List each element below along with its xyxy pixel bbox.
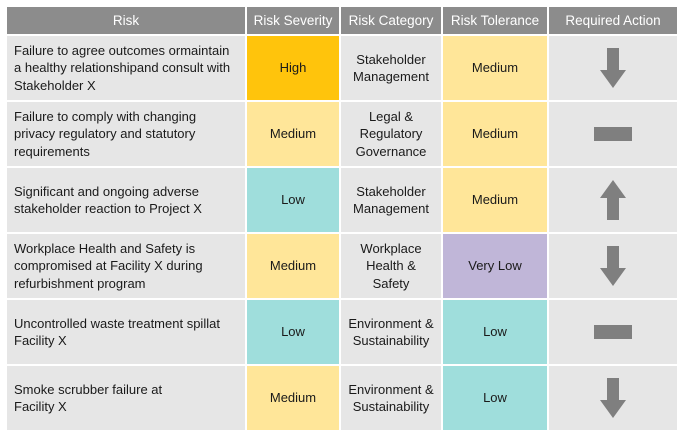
risk-description: Workplace Health and Safety is compromise… bbox=[7, 234, 245, 298]
risk-severity: Low bbox=[247, 168, 339, 232]
category-line: Safety bbox=[372, 275, 410, 291]
risk-category: Environment & Sustainability bbox=[341, 300, 441, 364]
risk-tolerance: Medium bbox=[443, 36, 547, 100]
risk-severity: Low bbox=[247, 300, 339, 364]
risk-description: Significant and ongoing adverse stakehold… bbox=[7, 168, 245, 232]
risk-line: Significant and ongoing adverse bbox=[14, 183, 200, 199]
table-row: Significant and ongoing adverse stakehold… bbox=[7, 168, 677, 232]
risk-tolerance: Low bbox=[443, 300, 547, 364]
risk-category: Workplace Health & Safety bbox=[341, 234, 441, 298]
risk-line: Stakeholder X bbox=[14, 77, 96, 93]
table-row: Failure to agree outcomes ormaintain a he… bbox=[7, 36, 677, 100]
risk-line: Workplace Health and Safety is bbox=[14, 240, 196, 256]
risk-line: compromised at Facility X during bbox=[14, 258, 203, 274]
header-required-action: Required Action bbox=[549, 7, 677, 34]
header-risk: Risk bbox=[7, 7, 245, 34]
required-action bbox=[549, 366, 677, 430]
category-line: Stakeholder bbox=[356, 51, 426, 67]
header-risk-severity: Risk Severity bbox=[247, 7, 339, 34]
category-line: Sustainability bbox=[352, 399, 430, 414]
dash-icon bbox=[549, 300, 677, 364]
risk-severity: Medium bbox=[247, 102, 339, 166]
risk-category: Stakeholder Management bbox=[341, 36, 441, 100]
category-line: Management bbox=[353, 201, 429, 216]
risk-line: Uncontrolled waste treatment spillat bbox=[14, 315, 220, 331]
header-row: Risk Risk Severity Risk Category Risk To… bbox=[7, 7, 677, 34]
risk-severity: High bbox=[247, 36, 339, 100]
category-line: Regulatory bbox=[359, 126, 423, 142]
table-row: Smoke scrubber failure at Facility X Mediu… bbox=[7, 366, 677, 430]
risk-category: Legal & Regulatory Governance bbox=[341, 102, 441, 166]
risk-line: Failure to agree outcomes ormaintain bbox=[14, 42, 230, 58]
risk-tolerance: Medium bbox=[443, 168, 547, 232]
risk-category: Stakeholder Management bbox=[341, 168, 441, 232]
table-row: Workplace Health and Safety is compromise… bbox=[7, 234, 677, 298]
risk-description: Smoke scrubber failure at Facility X bbox=[7, 366, 245, 430]
category-line: Legal & bbox=[368, 108, 414, 124]
category-line: Stakeholder bbox=[356, 183, 426, 199]
category-line: Environment & bbox=[348, 315, 434, 331]
header-risk-category: Risk Category bbox=[341, 7, 441, 34]
risk-tolerance: Very Low bbox=[443, 234, 547, 298]
risk-line: stakeholder reaction to Project X bbox=[14, 201, 202, 216]
risk-line: a healthy relationshipand consult with bbox=[14, 60, 231, 76]
required-action bbox=[549, 102, 677, 166]
arrow-up-icon bbox=[549, 168, 677, 232]
risk-line: Facility X bbox=[14, 333, 67, 348]
table-row: Uncontrolled waste treatment spillat Faci… bbox=[7, 300, 677, 364]
category-line: Sustainability bbox=[352, 333, 430, 348]
category-line: Governance bbox=[355, 143, 427, 159]
arrow-down-icon bbox=[549, 36, 677, 100]
risk-category: Environment & Sustainability bbox=[341, 366, 441, 430]
risk-severity: Medium bbox=[247, 366, 339, 430]
dash-icon bbox=[549, 102, 677, 166]
risk-line: Smoke scrubber failure at bbox=[14, 381, 163, 397]
risk-description: Uncontrolled waste treatment spillat Faci… bbox=[7, 300, 245, 364]
required-action bbox=[549, 300, 677, 364]
category-line: Environment & bbox=[348, 381, 434, 397]
risk-severity: Medium bbox=[247, 234, 339, 298]
category-line: Workplace bbox=[360, 240, 422, 256]
risk-line: requirements bbox=[14, 143, 90, 159]
category-line: Health & bbox=[366, 258, 416, 274]
risk-description: Failure to comply with changing privacy r… bbox=[7, 102, 245, 166]
risk-table: Risk Risk Severity Risk Category Risk To… bbox=[5, 5, 678, 432]
risk-tolerance: Medium bbox=[443, 102, 547, 166]
required-action bbox=[549, 168, 677, 232]
header-risk-tolerance: Risk Tolerance bbox=[443, 7, 547, 34]
category-line: Management bbox=[353, 69, 429, 84]
table-row: Failure to comply with changing privacy r… bbox=[7, 102, 677, 166]
risk-line: refurbishment program bbox=[14, 275, 146, 291]
required-action bbox=[549, 36, 677, 100]
risk-line: Facility X bbox=[14, 399, 67, 414]
arrow-down-icon bbox=[549, 234, 677, 298]
arrow-down-icon bbox=[549, 366, 677, 430]
required-action bbox=[549, 234, 677, 298]
risk-description: Failure to agree outcomes ormaintain a he… bbox=[7, 36, 245, 100]
risk-tolerance: Low bbox=[443, 366, 547, 430]
risk-line: Failure to comply with changing bbox=[14, 108, 197, 124]
risk-line: privacy regulatory and statutory bbox=[14, 126, 196, 142]
